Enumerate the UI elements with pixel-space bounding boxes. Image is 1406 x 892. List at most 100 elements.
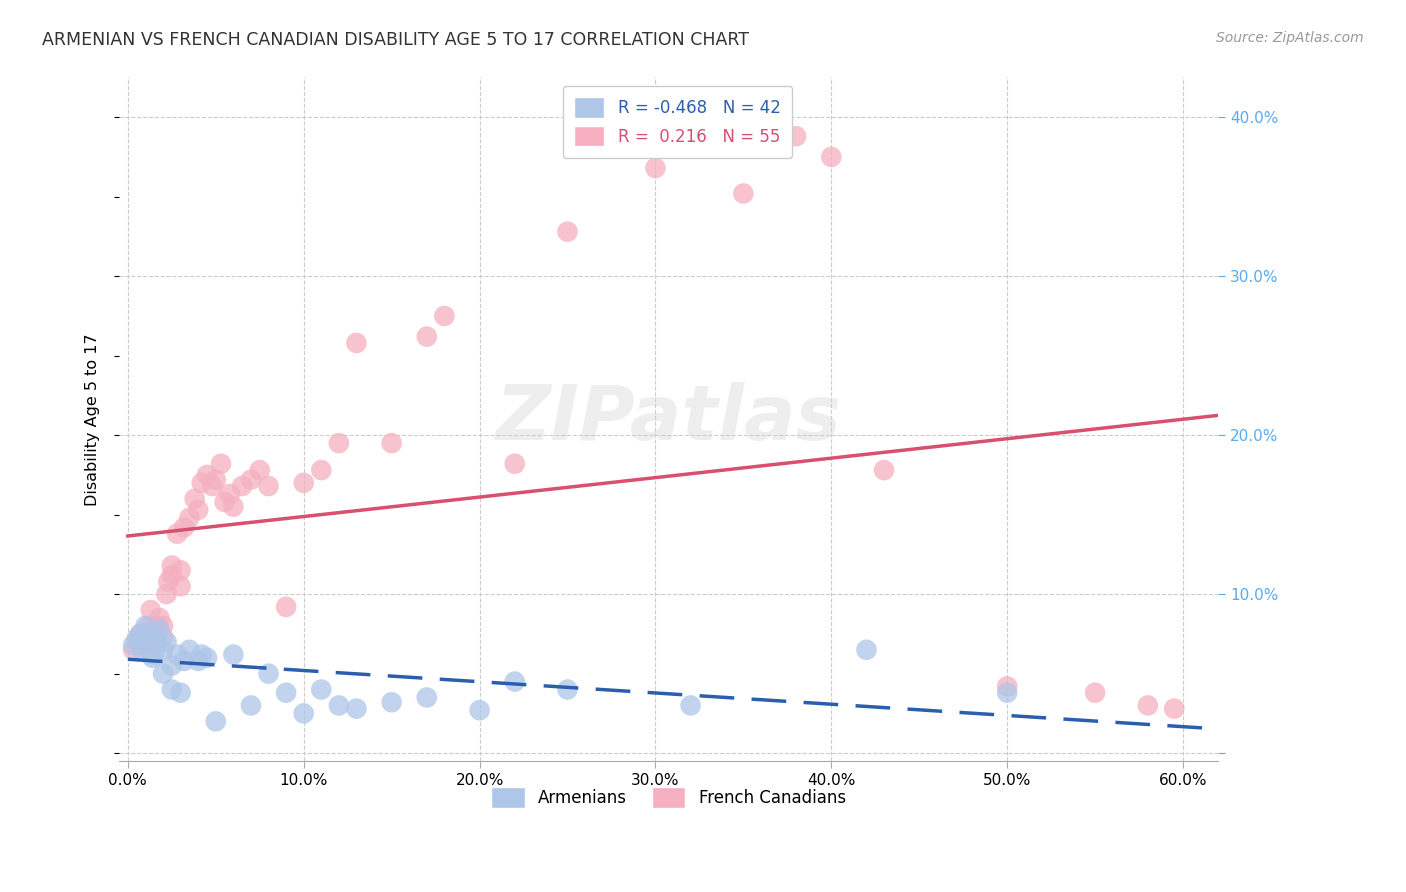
Point (311, 682, 333, 697)
Point (218, 487, 240, 501)
Point (190, 475, 212, 490)
Point (222, 500, 245, 514)
Text: Source: ZipAtlas.com: Source: ZipAtlas.com (1216, 31, 1364, 45)
Point (152, 630, 174, 644)
Point (1084, 686, 1107, 700)
Point (157, 574, 180, 589)
Point (995, 686, 1018, 700)
Point (160, 682, 183, 697)
Point (183, 491, 205, 506)
Point (166, 648, 188, 662)
Point (148, 611, 170, 625)
Point (231, 479, 253, 493)
Point (292, 475, 315, 490)
Point (346, 701, 368, 715)
Point (1136, 698, 1159, 713)
Point (143, 630, 166, 644)
Point (204, 714, 226, 729)
Point (138, 619, 160, 633)
Point (148, 622, 170, 636)
Point (143, 648, 166, 662)
Point (292, 706, 315, 721)
Point (146, 619, 169, 633)
Point (169, 563, 191, 577)
Point (155, 635, 177, 649)
Point (995, 679, 1018, 693)
Point (222, 648, 245, 662)
Point (311, 463, 333, 477)
Point (201, 479, 224, 493)
Point (152, 619, 174, 633)
Point (173, 654, 195, 668)
Point (239, 473, 262, 487)
Point (416, 690, 439, 705)
Point (679, 698, 702, 713)
Point (381, 436, 404, 450)
Point (239, 698, 262, 713)
Point (195, 467, 218, 482)
Point (503, 457, 526, 471)
Point (129, 627, 152, 641)
Point (145, 630, 167, 644)
Point (503, 674, 526, 689)
Point (166, 526, 188, 541)
Point (155, 587, 177, 601)
Point (179, 642, 201, 657)
Point (855, 642, 877, 657)
Point (125, 632, 148, 646)
Point (131, 642, 153, 657)
Point (557, 682, 579, 697)
Point (785, 129, 807, 144)
Point (125, 635, 148, 649)
Point (169, 686, 191, 700)
Point (187, 503, 209, 517)
Point (169, 579, 191, 593)
Text: ZIPatlas: ZIPatlas (496, 383, 842, 457)
Point (122, 642, 145, 657)
Point (873, 463, 896, 477)
Y-axis label: Disability Age 5 to 17: Disability Age 5 to 17 (86, 333, 100, 506)
Point (249, 463, 271, 477)
Point (122, 638, 145, 652)
Point (173, 520, 195, 534)
Point (138, 642, 160, 657)
Point (129, 627, 152, 641)
Text: ARMENIAN VS FRENCH CANADIAN DISABILITY AGE 5 TO 17 CORRELATION CHART: ARMENIAN VS FRENCH CANADIAN DISABILITY A… (42, 31, 749, 49)
Point (143, 638, 166, 652)
Point (134, 638, 156, 652)
Point (187, 654, 209, 668)
Point (134, 627, 156, 641)
Point (644, 161, 666, 175)
Point (416, 329, 439, 343)
Point (179, 511, 201, 525)
Point (433, 309, 456, 323)
Point (141, 650, 163, 665)
Point (152, 666, 174, 681)
Point (328, 436, 350, 450)
Point (557, 225, 579, 239)
Point (160, 658, 183, 673)
Point (190, 648, 212, 662)
Point (160, 568, 183, 582)
Point (257, 479, 280, 493)
Point (346, 335, 368, 350)
Point (276, 599, 298, 614)
Point (1163, 701, 1185, 715)
Point (143, 638, 166, 652)
Point (138, 627, 160, 641)
Point (209, 457, 232, 471)
Point (328, 698, 350, 713)
Point (214, 495, 236, 509)
Point (733, 186, 755, 201)
Point (257, 666, 280, 681)
Point (134, 619, 156, 633)
Legend: Armenians, French Canadians: Armenians, French Canadians (485, 780, 852, 814)
Point (139, 603, 162, 617)
Point (134, 635, 156, 649)
Point (204, 473, 226, 487)
Point (381, 695, 404, 709)
Point (820, 150, 842, 164)
Point (468, 703, 491, 717)
Point (152, 642, 174, 657)
Point (160, 558, 183, 573)
